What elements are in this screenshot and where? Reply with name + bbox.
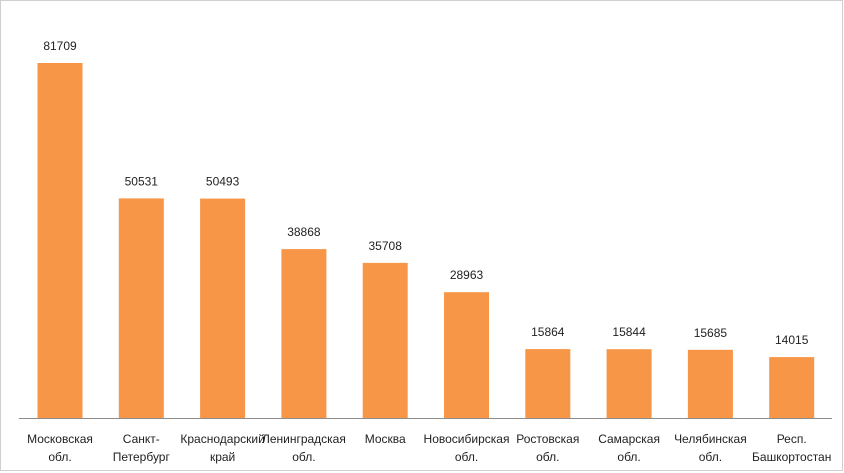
- category-label-6: Ростовская обл.: [516, 432, 579, 464]
- data-label-6: 15864: [531, 325, 565, 339]
- category-label-8: Челябинская обл.: [674, 432, 747, 464]
- data-label-9: 14015: [775, 333, 809, 347]
- data-label-8: 15685: [694, 326, 728, 340]
- bar-4: [362, 262, 408, 418]
- bar-0: [37, 63, 83, 418]
- data-label-5: 28963: [450, 268, 484, 282]
- data-label-7: 15844: [612, 325, 646, 339]
- data-label-3: 38868: [287, 225, 321, 239]
- bar-5: [444, 292, 489, 418]
- category-label-7: Самарская обл.: [598, 432, 660, 464]
- category-label-2: Краснодарский край: [180, 432, 264, 464]
- data-label-0: 81709: [43, 39, 77, 53]
- bar-8: [687, 349, 733, 418]
- bar-6: [525, 349, 571, 418]
- bar-7: [606, 349, 652, 418]
- category-label-9: Респ. Башкортостан: [752, 432, 831, 464]
- category-label-4: Москва: [365, 432, 406, 446]
- bar-9: [769, 357, 815, 418]
- category-label-3: Ленинградская обл.: [262, 432, 346, 464]
- category-label-5: Новосибирская обл.: [424, 432, 510, 464]
- data-label-4: 35708: [369, 239, 403, 253]
- data-label-1: 50531: [125, 174, 159, 188]
- bar-1: [118, 198, 164, 418]
- bar-3: [281, 249, 327, 418]
- bar-2: [200, 198, 246, 418]
- data-label-2: 50493: [206, 175, 240, 189]
- category-label-1: Санкт-Петербург: [113, 432, 171, 464]
- category-label-0: Московская обл.: [27, 432, 93, 464]
